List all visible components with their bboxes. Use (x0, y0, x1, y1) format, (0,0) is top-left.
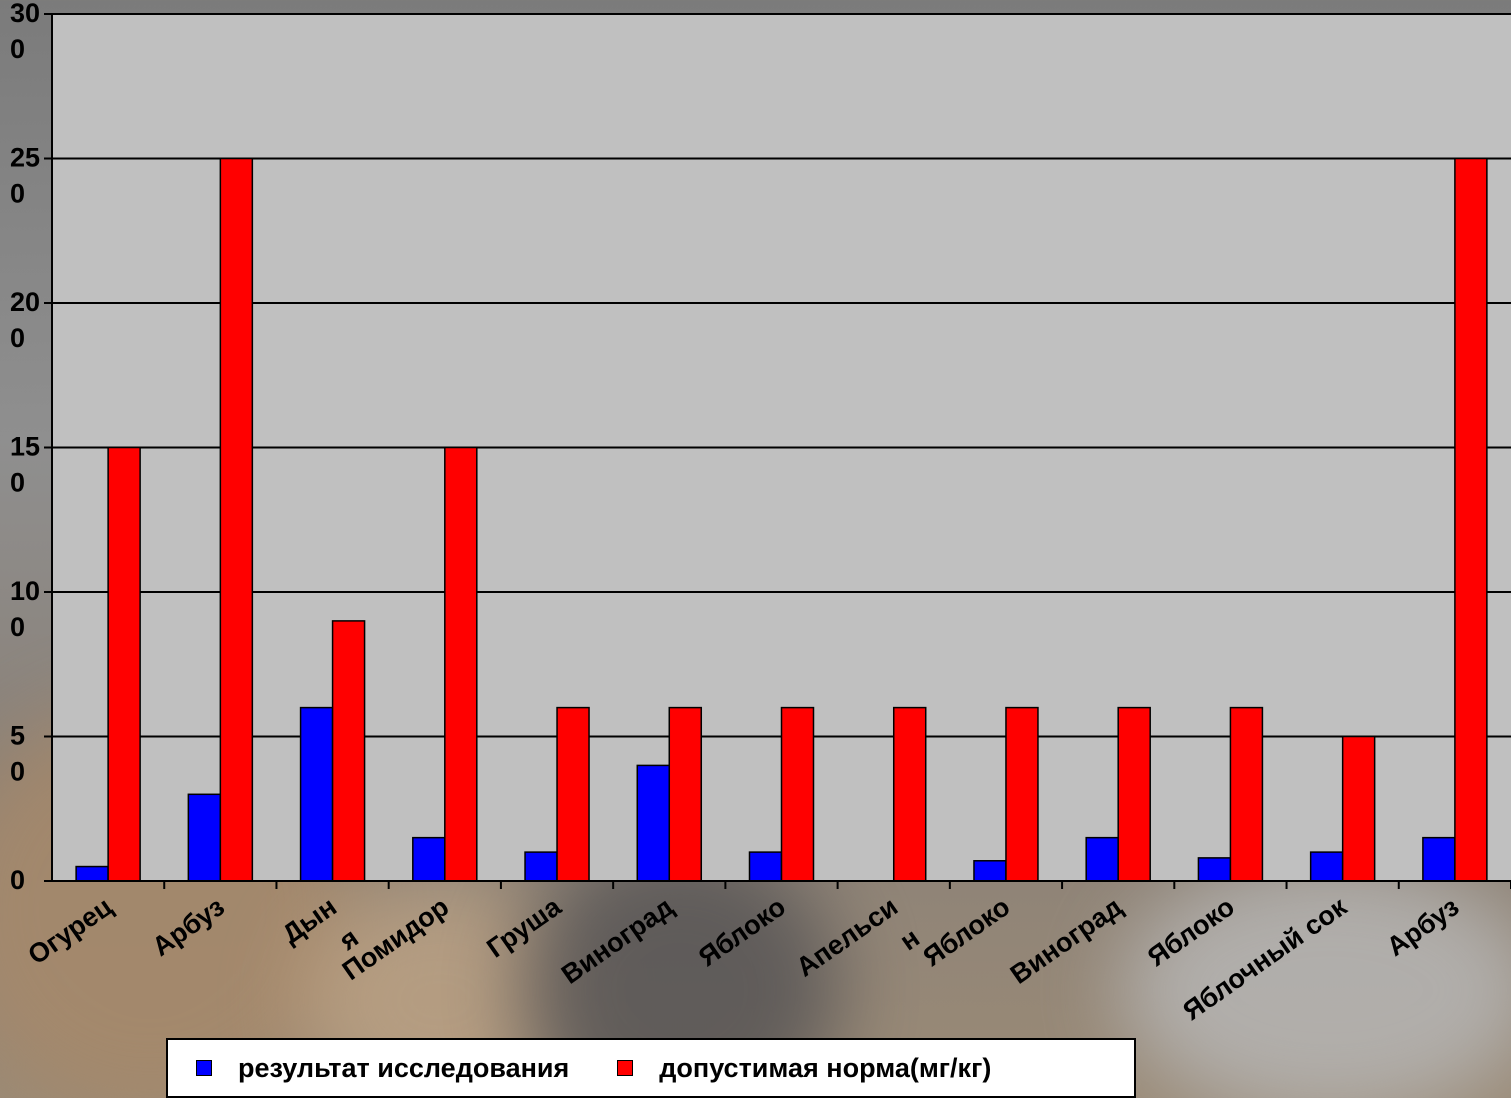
bar-result (636, 764, 671, 882)
x-tick-label: Груша (481, 891, 567, 964)
bar-norm (444, 446, 478, 882)
y-tick-label: 0 (10, 865, 25, 895)
bar-result (75, 865, 109, 882)
bar-norm (780, 706, 815, 882)
legend-label-norm: допустимая норма(мг/кг) (659, 1052, 992, 1083)
x-tick-label: Виноград (1005, 891, 1128, 989)
bar-result (412, 836, 446, 882)
x-tick-label: Апельсин (791, 891, 925, 1013)
x-tick-label: Виноград (556, 891, 679, 989)
bar-result (1085, 836, 1119, 882)
bar-norm (107, 446, 141, 882)
legend-item-result: результат исследования (196, 1053, 569, 1084)
bar-result (1309, 851, 1344, 882)
legend-swatch-norm (617, 1060, 634, 1076)
y-tick-labels: 0 5 0 10 0 15 0 20 0 25 0 30 0 (10, 0, 40, 895)
x-tick-label: Яблоко (693, 891, 791, 972)
y-tick-label: 15 0 (10, 432, 40, 498)
bars (75, 157, 1488, 882)
x-tick-label: Яблоко (918, 891, 1016, 972)
bar-result (187, 793, 222, 882)
bar-norm (1117, 706, 1151, 882)
legend-item-norm: допустимая норма(мг/кг) (617, 1053, 991, 1084)
bar-result (748, 851, 783, 882)
y-tick-label: 25 0 (10, 143, 40, 209)
legend-swatch-result (196, 1060, 212, 1076)
bar-norm (1341, 735, 1376, 882)
bar-norm (1005, 706, 1039, 882)
bar-norm (668, 706, 703, 882)
bar-norm (1454, 157, 1488, 882)
bar-result (524, 851, 558, 882)
bar-norm (331, 620, 366, 882)
y-tick-label: 20 0 (10, 287, 40, 353)
y-tick-label: 30 0 (10, 0, 40, 64)
bar-norm (892, 706, 927, 882)
bar-norm (1229, 706, 1264, 882)
bar-result (1422, 836, 1456, 882)
bar-chart: 05 010 015 020 025 030 0 Огурец Арбуз ДыняПомидо… (10, 0, 1511, 1026)
y-tick-label: 10 0 (10, 576, 40, 642)
legend-label-result: результат исследования (238, 1052, 570, 1083)
bar-norm (556, 706, 590, 882)
x-tick-label: Огурец (23, 891, 118, 970)
bar-result (1197, 857, 1232, 882)
bar-norm (219, 157, 254, 882)
x-tick-label: Арбуз (1381, 891, 1464, 962)
x-tick-label: Арбуз (147, 891, 230, 962)
x-tick-label: Яблоко (1142, 891, 1240, 972)
bar-result (299, 706, 334, 882)
legend: результат исследования допустимая норма(… (166, 1038, 1136, 1098)
bar-result (973, 860, 1007, 882)
axes (44, 13, 1511, 889)
